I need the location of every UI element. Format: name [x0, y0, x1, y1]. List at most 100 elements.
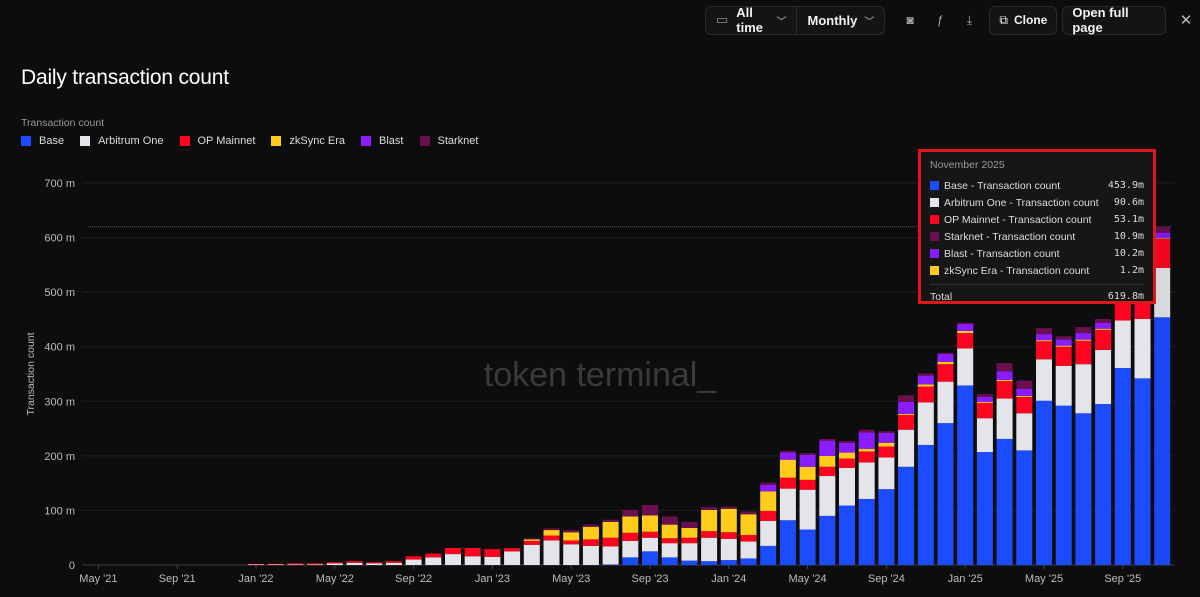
bar-stack[interactable]: [1075, 327, 1092, 565]
tooltip-row: Blast - Transaction count 10.2m: [930, 245, 1144, 262]
close-icon[interactable]: ✕: [1179, 12, 1193, 29]
legend-item[interactable]: zkSync Era: [271, 135, 345, 147]
bar-segment-base: [937, 423, 954, 565]
tooltip-row-value: 53.1m: [1113, 214, 1144, 225]
bar-segment-starknet: [602, 519, 619, 522]
bar-stack[interactable]: [1036, 328, 1052, 565]
bar-stack[interactable]: [937, 352, 954, 565]
y-axis-label: Transaction count: [25, 332, 37, 415]
range-select[interactable]: ▭ All time ﹀: [706, 5, 796, 35]
x-tick-label: May '23: [552, 573, 590, 585]
legend-item[interactable]: Arbitrum One: [80, 135, 164, 147]
bar-stack[interactable]: [878, 431, 895, 565]
y-tick-label: 400 m: [44, 342, 75, 354]
legend-item[interactable]: Starknet: [419, 135, 478, 147]
bar-stack[interactable]: [642, 504, 658, 565]
bar-segment-op-mainnet: [602, 537, 619, 547]
bar-stack[interactable]: [720, 506, 737, 565]
bar-stack[interactable]: [563, 530, 580, 565]
bar-segment-zksync-era: [1095, 328, 1112, 330]
bar-stack[interactable]: [957, 322, 974, 565]
bar-segment-starknet: [661, 516, 678, 525]
bar-stack[interactable]: [267, 563, 284, 566]
bar-stack[interactable]: [1016, 380, 1033, 565]
bar-segment-starknet: [819, 438, 836, 441]
bar-segment-arbitrum-one: [504, 551, 521, 565]
tooltip-row-value: 10.2m: [1113, 248, 1144, 259]
bar-stack[interactable]: [622, 509, 639, 565]
bar-segment-starknet: [760, 482, 777, 485]
bar-segment-op-mainnet: [582, 539, 599, 546]
bar-segment-op-mainnet: [1036, 341, 1052, 360]
bar-segment-starknet: [957, 322, 974, 324]
legend-item[interactable]: Blast: [361, 135, 404, 147]
bar-segment-zksync-era: [839, 452, 855, 459]
formula-icon[interactable]: ƒ: [936, 13, 944, 27]
bar-stack[interactable]: [484, 549, 501, 565]
bar-stack[interactable]: [1114, 282, 1131, 565]
bar-stack[interactable]: [858, 429, 875, 565]
bar-stack[interactable]: [701, 507, 718, 565]
tooltip-swatch: [930, 181, 939, 190]
bar-stack[interactable]: [405, 556, 422, 565]
bar-segment-arbitrum-one: [799, 489, 816, 530]
bar-segment-blast: [1075, 333, 1092, 340]
bar-stack[interactable]: [366, 562, 383, 565]
download-icon[interactable]: ⤓: [966, 12, 973, 27]
bar-stack[interactable]: [425, 553, 442, 565]
bar-stack[interactable]: [779, 450, 796, 565]
bar-stack[interactable]: [543, 528, 560, 565]
bar-segment-op-mainnet: [1095, 329, 1112, 350]
bar-stack[interactable]: [760, 482, 777, 565]
bar-stack[interactable]: [740, 511, 757, 565]
bar-stack[interactable]: [287, 563, 304, 566]
bar-stack[interactable]: [839, 441, 855, 565]
bar-stack[interactable]: [602, 519, 619, 566]
clone-button[interactable]: ⧉ Clone: [989, 5, 1058, 35]
bar-stack[interactable]: [1134, 279, 1151, 565]
bar-stack[interactable]: [898, 395, 915, 565]
bar-stack[interactable]: [504, 548, 521, 565]
bar-segment-arbitrum-one: [1134, 318, 1151, 379]
legend-label: Base: [39, 135, 65, 147]
legend-item[interactable]: Base: [21, 135, 64, 147]
bar-stack[interactable]: [307, 563, 324, 566]
bar-stack[interactable]: [917, 373, 934, 565]
bar-segment-zksync-era: [1075, 339, 1092, 341]
bar-stack[interactable]: [1154, 226, 1171, 565]
bars: [248, 226, 1171, 566]
tooltip-title: November 2025: [930, 159, 1005, 171]
y-tick-label: 300 m: [44, 396, 75, 408]
bar-stack[interactable]: [385, 561, 402, 565]
x-tick-label: Sep '24: [868, 573, 905, 585]
interval-select[interactable]: Monthly ﹀: [796, 6, 884, 34]
bar-stack[interactable]: [1095, 318, 1112, 565]
bar-stack[interactable]: [523, 538, 540, 565]
bar-stack[interactable]: [582, 524, 599, 565]
bar-stack[interactable]: [799, 453, 816, 565]
bar-segment-zksync-era: [1036, 340, 1052, 342]
bar-segment-op-mainnet: [976, 402, 993, 419]
legend-item[interactable]: OP Mainnet: [179, 135, 255, 147]
bar-segment-base: [976, 452, 993, 565]
bar-stack[interactable]: [819, 438, 836, 565]
bar-stack[interactable]: [996, 363, 1013, 565]
bar-stack[interactable]: [976, 394, 993, 565]
bar-stack[interactable]: [326, 562, 343, 565]
bar-stack[interactable]: [681, 521, 698, 565]
bar-stack[interactable]: [661, 516, 678, 565]
bar-segment-base: [1134, 378, 1151, 565]
bar-segment-op-mainnet: [1016, 396, 1033, 414]
bar-stack[interactable]: [248, 563, 264, 566]
bar-segment-arbitrum-one: [976, 418, 993, 453]
bar-stack[interactable]: [346, 561, 363, 565]
bar-stack[interactable]: [1055, 336, 1072, 565]
bar-segment-op-mainnet: [445, 548, 461, 555]
chart-title: Daily transaction count: [21, 66, 229, 89]
bar-stack[interactable]: [445, 548, 461, 565]
bar-stack[interactable]: [464, 548, 481, 565]
open-full-page-button[interactable]: Open full page: [1062, 5, 1167, 35]
camera-icon[interactable]: ◙: [906, 13, 914, 27]
bar-segment-op-mainnet: [307, 563, 324, 565]
bar-segment-arbitrum-one: [740, 541, 757, 559]
